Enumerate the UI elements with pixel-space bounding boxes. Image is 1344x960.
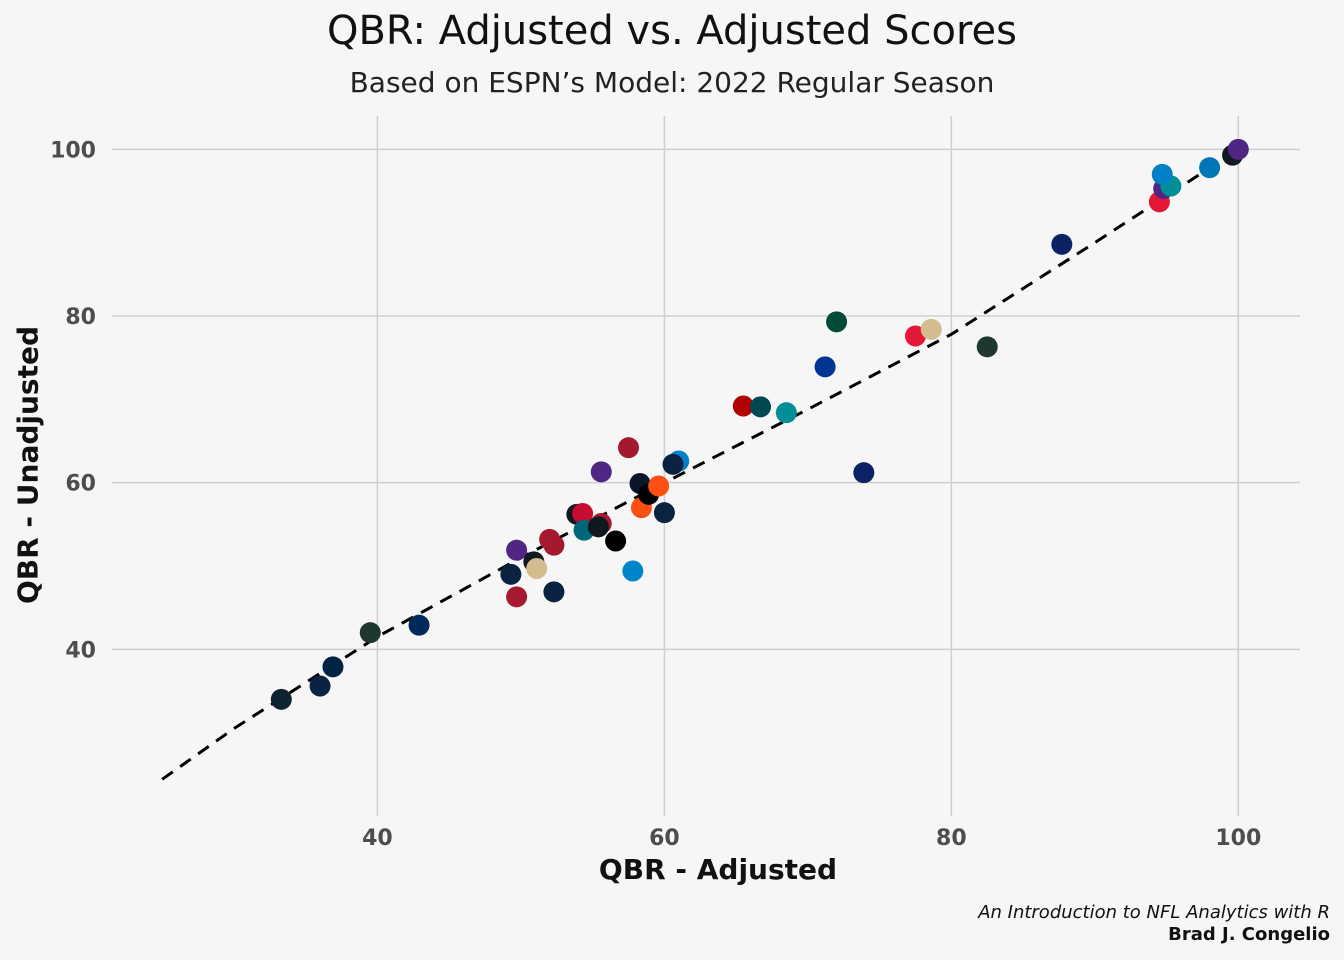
data-point — [590, 461, 612, 483]
data-point — [1199, 157, 1221, 179]
data-point — [814, 356, 836, 378]
data-point — [322, 656, 344, 678]
chart-subtitle: Based on ESPN’s Model: 2022 Regular Seas… — [349, 66, 995, 99]
x-axis-ticks: 40 60 80 100 — [362, 826, 1261, 851]
y-tick-label: 60 — [65, 472, 96, 497]
data-point — [732, 395, 754, 417]
data-point — [904, 325, 926, 347]
data-point — [826, 311, 848, 333]
caption-book-title: An Introduction to NFL Analytics with R — [978, 902, 1330, 923]
data-point — [500, 563, 522, 585]
caption-author: Brad J. Congelio — [1168, 924, 1330, 945]
chart-title: QBR: Adjusted vs. Adjusted Scores — [327, 8, 1017, 54]
data-point — [309, 675, 331, 697]
data-point — [976, 336, 998, 358]
y-axis-ticks: 40 60 80 100 — [50, 138, 96, 663]
data-points — [270, 138, 1249, 710]
x-axis-title: QBR - Adjusted — [598, 853, 838, 886]
data-point — [750, 396, 772, 418]
x-tick-label: 100 — [1215, 826, 1261, 851]
data-point — [408, 614, 430, 636]
data-point — [506, 539, 528, 561]
data-point — [853, 462, 875, 484]
data-point — [270, 688, 292, 710]
data-point — [622, 560, 644, 582]
x-tick-label: 60 — [649, 826, 680, 851]
data-point — [1051, 233, 1073, 255]
grid-lines — [112, 116, 1300, 816]
y-tick-label: 80 — [65, 305, 96, 330]
data-point — [1151, 163, 1173, 185]
data-point — [359, 622, 381, 644]
x-tick-label: 40 — [362, 826, 393, 851]
data-point — [618, 437, 640, 459]
y-tick-label: 100 — [50, 138, 96, 163]
data-point — [662, 453, 684, 475]
data-point — [543, 534, 565, 556]
data-point — [605, 530, 627, 552]
data-point — [920, 318, 942, 340]
data-point — [572, 503, 594, 524]
y-axis-title: QBR - Unadjusted — [11, 325, 45, 605]
y-tick-label: 40 — [65, 638, 96, 663]
x-tick-label: 80 — [936, 826, 967, 851]
data-point — [526, 558, 548, 579]
data-point — [1227, 138, 1249, 160]
data-point — [775, 402, 797, 424]
data-point — [653, 502, 675, 524]
data-point — [543, 581, 565, 603]
data-point — [648, 475, 670, 497]
data-point — [506, 586, 528, 608]
data-point — [587, 516, 609, 538]
